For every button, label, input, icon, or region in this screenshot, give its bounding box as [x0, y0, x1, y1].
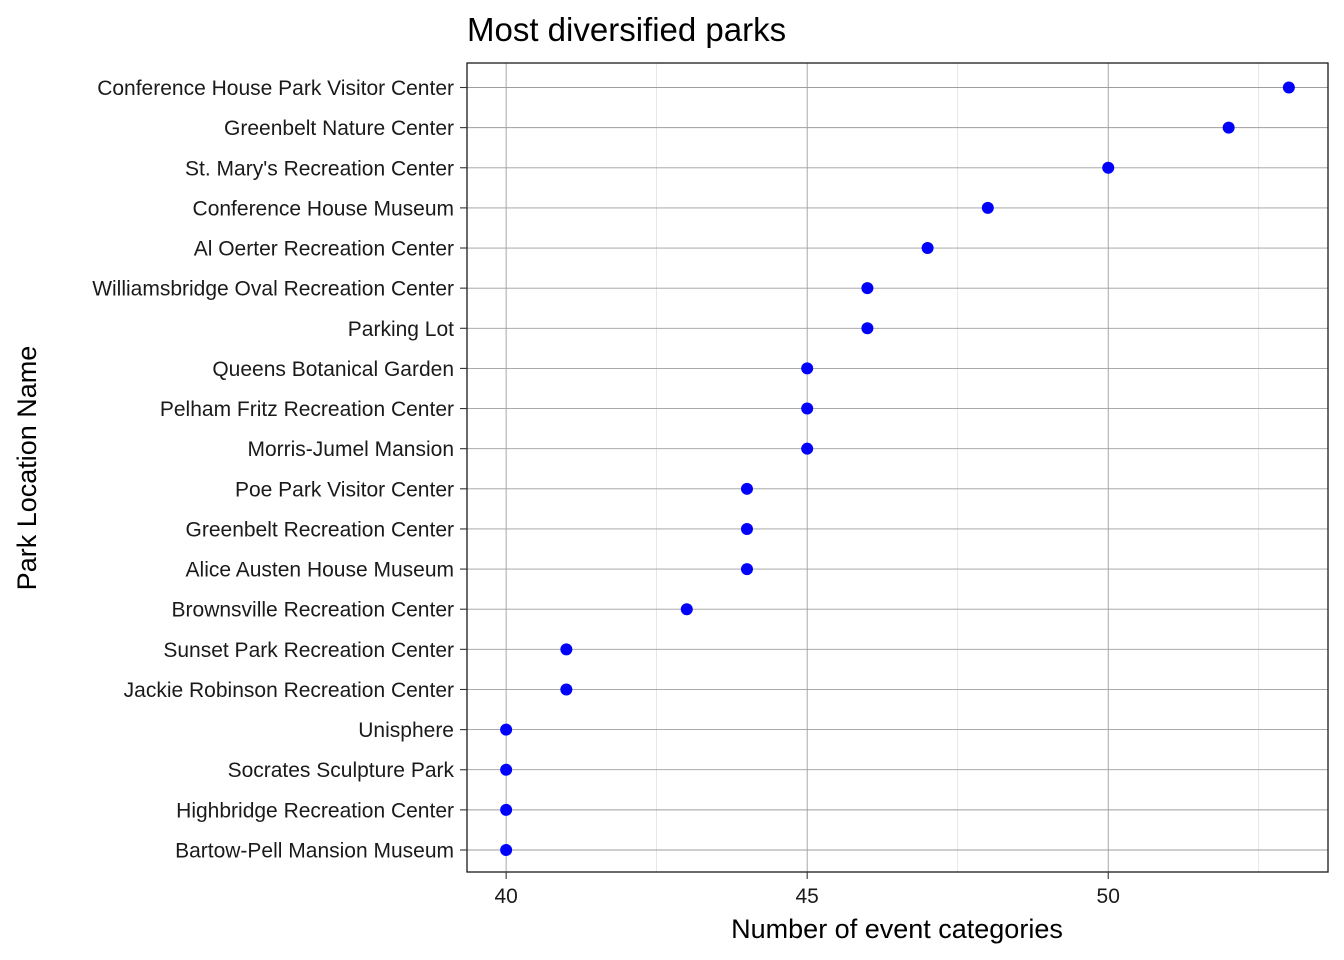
- data-point: [1282, 81, 1295, 94]
- y-tick-label: Highbridge Recreation Center: [176, 799, 454, 822]
- data-point: [801, 442, 814, 455]
- y-tick-label: St. Mary's Recreation Center: [185, 157, 454, 180]
- y-tick-label: Queens Botanical Garden: [212, 358, 454, 381]
- y-tick-label: Sunset Park Recreation Center: [163, 639, 454, 662]
- plot-panel-border: [466, 62, 1329, 873]
- y-tick-label: Al Oerter Recreation Center: [194, 238, 454, 261]
- data-point: [740, 522, 753, 535]
- data-point: [801, 362, 814, 375]
- x-tick-label: 40: [494, 885, 517, 908]
- y-tick-label: Jackie Robinson Recreation Center: [124, 679, 454, 702]
- data-point: [500, 844, 513, 856]
- data-point: [861, 322, 874, 335]
- y-tick-label: Pelham Fritz Recreation Center: [160, 398, 454, 421]
- data-point: [921, 242, 934, 255]
- data-point: [801, 402, 814, 415]
- y-tick-label: Poe Park Visitor Center: [235, 478, 454, 501]
- data-point: [740, 482, 753, 495]
- y-tick-label: Williamsbridge Oval Recreation Center: [92, 278, 454, 301]
- x-tick-label: 45: [796, 885, 819, 908]
- data-point: [1222, 121, 1235, 134]
- y-tick-label: Socrates Sculpture Park: [228, 759, 455, 782]
- y-axis: Conference House Park Visitor Center Gree…: [92, 77, 467, 863]
- y-tick-label: Conference House Park Visitor Center: [97, 77, 454, 100]
- data-point: [560, 643, 573, 656]
- y-tick-label: Greenbelt Recreation Center: [186, 518, 454, 541]
- y-tick-label: Alice Austen House Museum: [186, 559, 454, 582]
- data-point: [861, 282, 874, 295]
- x-axis-title: Number of event categories: [731, 914, 1063, 944]
- data-point: [560, 683, 573, 696]
- x-axis: 40 45 50: [494, 872, 1120, 908]
- data-point: [1102, 161, 1115, 174]
- data-points: [500, 81, 1295, 856]
- chart-title: Most diversified parks: [467, 11, 786, 48]
- y-tick-label: Conference House Museum: [193, 197, 454, 220]
- y-tick-label: Brownsville Recreation Center: [172, 599, 454, 622]
- data-point: [981, 201, 994, 214]
- y-tick-label: Parking Lot: [348, 318, 454, 341]
- grid: [467, 63, 1328, 872]
- data-point: [500, 803, 513, 816]
- data-point: [740, 563, 753, 576]
- data-point: [500, 723, 513, 736]
- data-point: [500, 763, 513, 776]
- x-tick-label: 50: [1097, 885, 1120, 908]
- y-tick-label: Greenbelt Nature Center: [224, 117, 454, 140]
- y-tick-label: Unisphere: [358, 719, 454, 742]
- data-point: [680, 603, 693, 616]
- y-tick-label: Morris-Jumel Mansion: [247, 438, 454, 461]
- y-axis-title: Park Location Name: [12, 346, 42, 591]
- y-tick-label: Bartow-Pell Mansion Museum: [175, 840, 454, 863]
